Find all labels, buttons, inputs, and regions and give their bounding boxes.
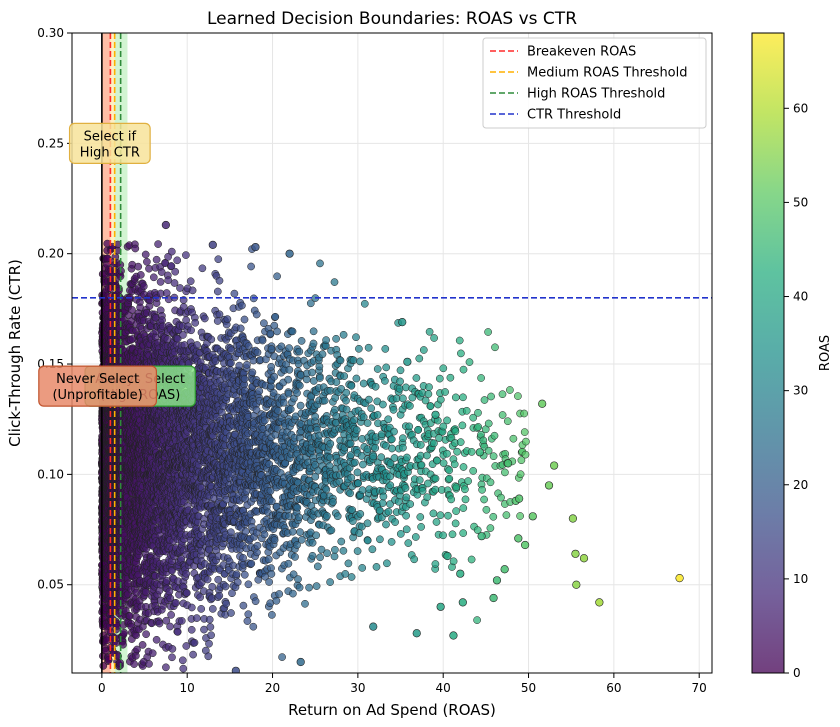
- scatter-point: [136, 271, 145, 279]
- scatter-point: [131, 244, 140, 253]
- scatter-point: [170, 279, 179, 287]
- scatter-point: [168, 645, 177, 653]
- chart-title: Learned Decision Boundaries: ROAS vs CTR: [207, 9, 577, 29]
- scatter-point: [120, 628, 128, 637]
- scatter-point: [152, 255, 161, 264]
- scatter-point: [154, 240, 162, 248]
- scatter-point: [128, 306, 136, 314]
- scatter-point: [145, 264, 153, 273]
- scatter-point: [162, 663, 170, 672]
- scatter-point: [167, 247, 176, 256]
- scatter-point: [155, 619, 164, 628]
- scatter-point: [145, 660, 153, 668]
- scatter-point: [148, 649, 157, 658]
- scatter-point: [156, 278, 165, 286]
- scatter-point: [104, 656, 113, 664]
- scatter-point: [139, 282, 148, 291]
- scatter-point: [130, 660, 138, 668]
- scatter-point: [149, 273, 158, 282]
- scatter-point: [142, 630, 150, 639]
- scatter-point: [138, 641, 147, 649]
- scatter-point: [134, 262, 143, 271]
- scatter-point: [132, 651, 140, 660]
- scatter-point: [143, 257, 151, 266]
- scatter-point: [171, 267, 180, 276]
- scatter-point: [168, 653, 176, 662]
- scatter-point: [141, 250, 150, 259]
- scatter-point: [172, 599, 180, 607]
- scatter-point: [167, 611, 175, 619]
- scatter-point: [152, 635, 161, 644]
- scatter-point: [166, 622, 174, 631]
